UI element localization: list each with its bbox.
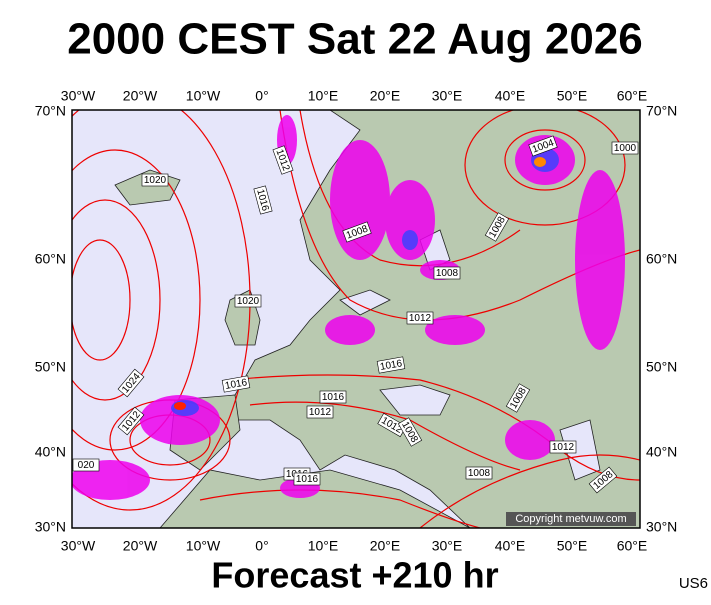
isobar-label: 1016 <box>253 185 273 215</box>
lon-label-bottom: 30°W <box>61 538 96 554</box>
map-frame <box>71 109 641 529</box>
isobar-label-text: 1008 <box>436 268 459 279</box>
isobar-label-box <box>221 375 251 393</box>
lon-label-bottom: 60°E <box>617 538 648 554</box>
lon-label-bottom: 30°E <box>432 538 463 554</box>
isobar-label: 1012 <box>549 440 577 454</box>
lat-label-right: 50°N <box>646 359 677 375</box>
lon-label-top: 50°E <box>557 88 588 104</box>
isobar-label: 1016 <box>319 390 347 404</box>
isobar-label: 1000 <box>611 141 639 155</box>
isobar-label: 1012 <box>406 311 434 325</box>
isobar-label: 1016 <box>221 375 251 393</box>
isobar-label: 1020 <box>234 294 262 308</box>
isobar-label: 1016 <box>293 472 321 486</box>
isobar-label: 1008 <box>465 466 493 480</box>
isobar-label-box <box>342 221 372 243</box>
lon-label-top: 0° <box>255 88 268 104</box>
lon-label-top: 10°E <box>308 88 339 104</box>
isobar-label: 1020 <box>141 173 169 187</box>
isobar-label-box <box>376 356 406 374</box>
isobar-label-box <box>588 466 618 494</box>
lon-label-top: 40°E <box>495 88 526 104</box>
model-code: US6 <box>679 575 708 592</box>
isobar-label: 1016 <box>376 356 406 374</box>
lon-label-bottom: 10°W <box>186 538 221 554</box>
lon-label-bottom: 0° <box>255 538 268 554</box>
isobar-label: 020 <box>72 458 100 472</box>
isobar-label-text: 1008 <box>468 468 491 479</box>
isobar-label-box <box>319 390 347 404</box>
isobar-label-box <box>234 294 262 308</box>
isobar-label-text: 1016 <box>379 358 403 373</box>
lat-label-left: 30°N <box>35 519 66 535</box>
isobar-label-text: 1020 <box>144 175 167 186</box>
isobar-label-box <box>397 417 423 447</box>
lon-label-top: 30°W <box>61 88 96 104</box>
isobar-label-box <box>465 466 493 480</box>
isobar-label-text: 020 <box>78 460 95 471</box>
isobar-label: 1012 <box>306 405 334 419</box>
isobar-label-text: 1012 <box>409 313 432 324</box>
isobar-label-box <box>484 212 510 242</box>
isobar-label-box <box>505 383 531 413</box>
isobar-label-box <box>117 368 145 398</box>
isobar-label-box <box>293 472 321 486</box>
lon-label-bottom: 40°E <box>495 538 526 554</box>
lon-label-top: 10°W <box>186 88 221 104</box>
isobar-label-text: 1012 <box>552 442 575 453</box>
lat-label-right: 60°N <box>646 251 677 267</box>
isobar-label-box <box>611 141 639 155</box>
isobar-label-box <box>528 135 558 157</box>
isobar-label-box <box>549 440 577 454</box>
isobar-label-box <box>253 185 273 215</box>
lon-label-bottom: 50°E <box>557 538 588 554</box>
isobar-label-box <box>433 266 461 280</box>
isobar-label-box <box>141 173 169 187</box>
lat-label-left: 40°N <box>35 444 66 460</box>
lat-label-left: 50°N <box>35 359 66 375</box>
lon-label-bottom: 20°W <box>123 538 158 554</box>
title: 2000 CEST Sat 22 Aug 2026 <box>67 15 643 64</box>
lat-label-left: 60°N <box>35 251 66 267</box>
isobar-label-text: 1016 <box>224 377 248 392</box>
copyright: Copyright metvuw.com <box>515 513 626 525</box>
isobar-label-text: 1012 <box>309 407 332 418</box>
lat-label-right: 70°N <box>646 103 677 119</box>
lon-label-top: 30°E <box>432 88 463 104</box>
isobar-label-box <box>272 145 294 175</box>
isobar-label-box <box>306 405 334 419</box>
lat-label-right: 40°N <box>646 444 677 460</box>
isobar-label-text: 1016 <box>322 392 345 403</box>
isobar-label-text: 1020 <box>237 296 260 307</box>
isobar-label-box <box>72 458 100 472</box>
lon-label-bottom: 20°E <box>370 538 401 554</box>
isobar-label: 1008 <box>433 266 461 280</box>
isobar-label-text: 1016 <box>296 474 319 485</box>
lon-label-top: 20°W <box>123 88 158 104</box>
lat-label-right: 30°N <box>646 519 677 535</box>
isobar-label-box <box>406 311 434 325</box>
isobar-label-box <box>117 406 145 436</box>
lat-label-left: 70°N <box>35 103 66 119</box>
lon-label-bottom: 10°E <box>308 538 339 554</box>
lon-label-top: 20°E <box>370 88 401 104</box>
forecast: Forecast +210 hr <box>211 555 498 596</box>
lon-label-top: 60°E <box>617 88 648 104</box>
isobar-label-text: 1000 <box>614 143 637 154</box>
